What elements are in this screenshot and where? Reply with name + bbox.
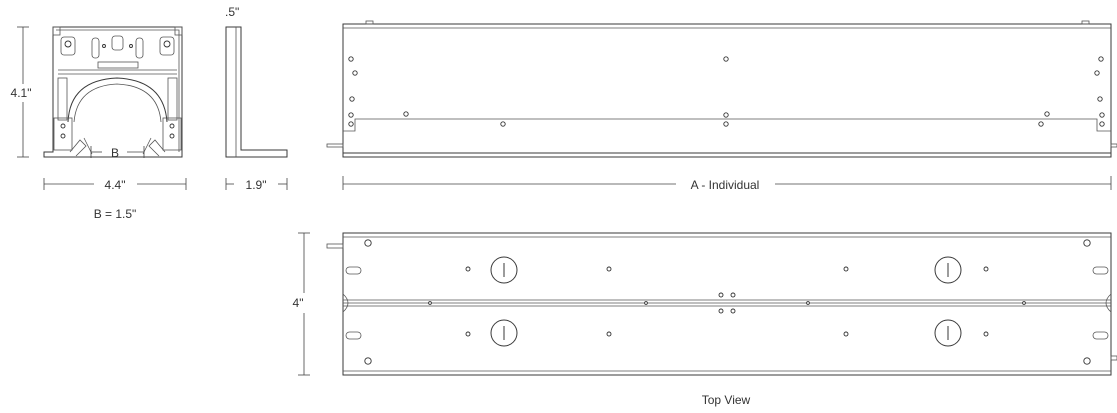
dim-width-top: 4" [293,232,310,376]
top-view [326,232,1117,376]
dim-width-end: 4.4" [43,178,187,192]
side-depth-label: 1.9" [246,178,267,192]
dim-height-end: 4.1" [11,26,32,158]
b-label: B [111,146,119,160]
flange-top-label: .5" [225,5,239,19]
width-top-label: 4" [293,296,304,310]
length-individual-label: A - Individual [691,178,760,192]
b-value-note: B = 1.5" [94,207,137,221]
dim-side-depth: 1.9" [225,178,288,192]
dim-length-individual: A - Individual [342,176,1112,192]
height-end-label: 4.1" [11,86,32,100]
side-profile [225,26,288,158]
dim-b: B [90,146,145,160]
top-view-caption: Top View [702,393,751,407]
end-view [43,26,183,158]
front-elevation [326,20,1117,158]
width-end-label: 4.4" [105,178,126,192]
